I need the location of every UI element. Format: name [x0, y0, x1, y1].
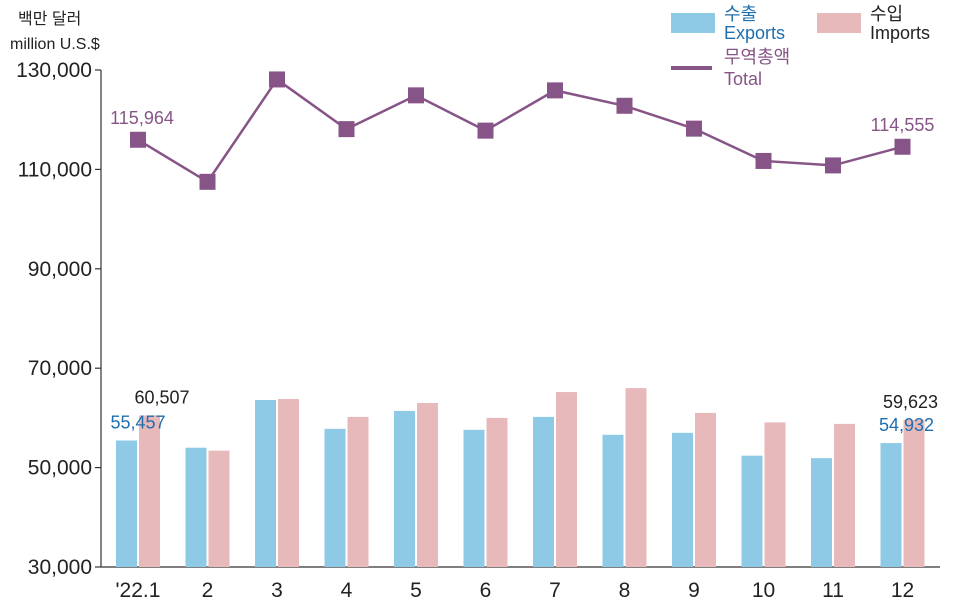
bar-exports — [672, 432, 693, 567]
bar-imports — [834, 423, 855, 567]
bar-imports — [139, 415, 160, 567]
bar-imports — [486, 417, 508, 567]
x-tick-label: '22.1 — [116, 579, 161, 602]
bar-exports — [602, 434, 624, 567]
bar-exports — [533, 416, 554, 567]
marker-total — [894, 138, 911, 155]
bar-exports — [394, 410, 415, 567]
marker-total — [269, 71, 285, 88]
bar-exports — [741, 455, 763, 567]
bar-imports — [417, 402, 438, 567]
marker-total — [547, 82, 563, 99]
legend-swatch-exports — [671, 13, 715, 33]
bar-imports — [556, 392, 577, 567]
x-tick-label: 5 — [410, 579, 422, 602]
marker-total — [408, 87, 424, 104]
legend-label-exports: Exports — [724, 23, 785, 43]
bar-imports — [903, 419, 925, 567]
data-label-exports: 55,457 — [110, 412, 165, 432]
bar-imports — [764, 422, 786, 567]
x-tick-label: 11 — [822, 579, 844, 602]
bar-imports — [625, 388, 647, 567]
y-tick-label: 30,000 — [28, 556, 92, 579]
bar-exports — [811, 458, 832, 567]
y-tick-label: 90,000 — [28, 258, 92, 281]
legend-label-total-ko: 무역총액 — [724, 47, 790, 67]
x-tick-label: 10 — [752, 579, 775, 602]
legend-label-imports: Imports — [870, 23, 930, 43]
data-label-total: 115,964 — [110, 108, 174, 128]
x-tick-label: 3 — [271, 579, 283, 602]
data-label-imports: 60,507 — [134, 387, 189, 407]
legend-swatch-imports — [817, 13, 861, 33]
bar-exports — [463, 429, 485, 567]
x-tick-label: 12 — [891, 579, 914, 602]
x-tick-label: 7 — [549, 579, 561, 602]
y-tick-label: 110,000 — [18, 158, 92, 181]
line-total — [137, 77, 903, 184]
x-tick-label: 2 — [202, 579, 214, 602]
legend-label-exports-ko: 수출 — [724, 4, 757, 24]
data-label-exports: 54,932 — [879, 415, 934, 435]
bar-exports — [255, 400, 276, 567]
marker-total — [338, 121, 355, 138]
bar-exports — [116, 440, 137, 567]
y-tick-label: 130,000 — [16, 59, 92, 82]
marker-total — [755, 152, 772, 169]
legend: 수출 Exports 수입 Imports 무역총액 Total — [671, 4, 930, 89]
marker-total — [616, 97, 633, 114]
bar-exports — [880, 443, 902, 567]
marker-total — [199, 173, 216, 190]
x-tick-label: 6 — [480, 579, 492, 602]
bar-imports — [278, 399, 299, 567]
plot-area: 30,000 50,000 70,000 90,000 110,000 130,000 '2… — [16, 59, 940, 602]
x-tick-label: 4 — [341, 579, 353, 602]
y-tick-label: 70,000 — [28, 357, 92, 380]
x-tick-label: 8 — [619, 579, 631, 602]
x-tick-label: 9 — [688, 579, 700, 602]
legend-label-imports-ko: 수입 — [870, 4, 903, 24]
bar-imports — [347, 416, 369, 567]
unit-label-ko: 백만 달러 — [18, 10, 81, 28]
data-label-imports: 59,623 — [883, 392, 938, 412]
bar-exports — [185, 447, 207, 567]
marker-total — [686, 120, 702, 137]
marker-total — [130, 131, 146, 148]
bar-exports — [324, 428, 346, 567]
marker-total — [825, 157, 841, 174]
legend-label-total: Total — [724, 69, 762, 89]
unit-label-en: million U.S.$ — [10, 36, 100, 53]
y-tick-label: 50,000 — [28, 457, 92, 480]
data-label-total: 114,555 — [871, 115, 935, 135]
bar-imports — [695, 412, 716, 567]
marker-total — [477, 122, 494, 139]
bar-imports — [208, 450, 230, 567]
